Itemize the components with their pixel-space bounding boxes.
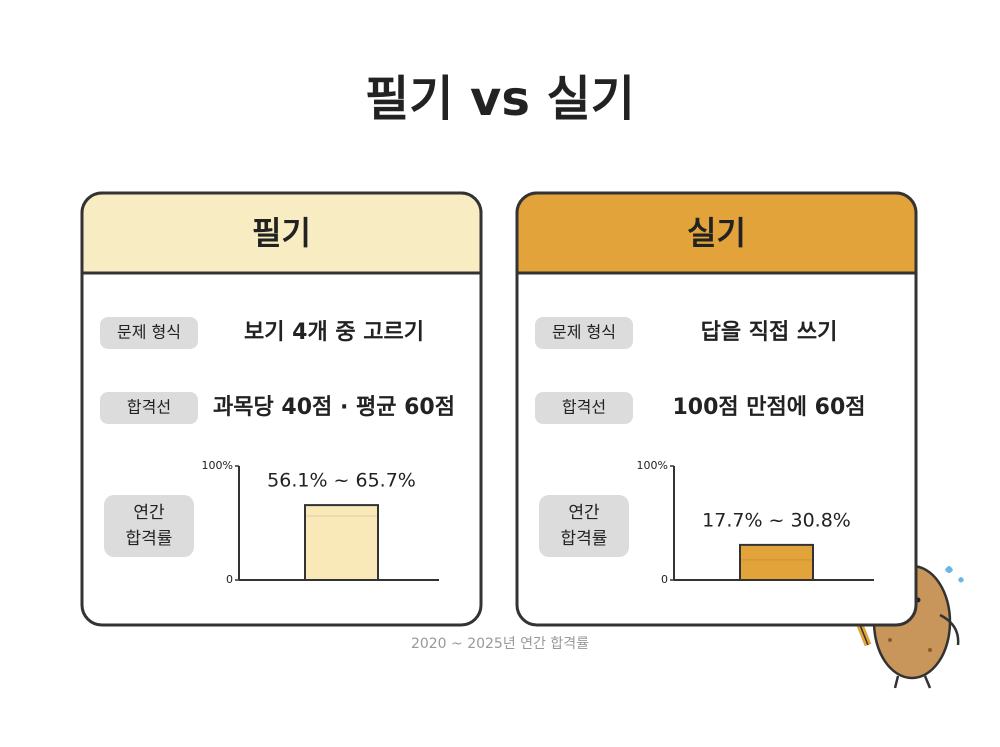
rate-label: 연간	[133, 503, 165, 523]
label-pill	[539, 495, 629, 557]
y-tick-label: 100%	[637, 459, 668, 472]
row-value: 보기 4개 중 고르기	[244, 320, 424, 345]
range-label: 17.7% ~ 30.8%	[702, 509, 851, 531]
bar	[304, 504, 379, 581]
page-title: 필기 vs 실기	[365, 71, 635, 127]
footnote: 2020 ~ 2025년 연간 합격률	[411, 636, 589, 652]
label-pill	[104, 495, 194, 557]
rate-label: 연간	[568, 503, 600, 523]
row-label: 합격선	[562, 398, 606, 417]
row-label: 문제 형식	[117, 323, 181, 342]
label-pill	[535, 392, 633, 424]
label-pill	[100, 392, 198, 424]
row-value: 100점 만점에 60점	[672, 395, 865, 420]
card-header-bg	[80, 191, 483, 275]
label-pill	[535, 317, 633, 349]
y-tick-label: 0	[661, 573, 668, 586]
card-header: 실기	[687, 214, 746, 252]
row-value: 답을 직접 쓰기	[701, 320, 838, 345]
card-header-bg	[515, 191, 918, 275]
y-tick-label: 100%	[202, 459, 233, 472]
range-label: 56.1% ~ 65.7%	[267, 470, 416, 492]
y-tick-label: 0	[226, 573, 233, 586]
bar	[739, 543, 814, 581]
row-label: 합격선	[127, 398, 171, 417]
row-label: 문제 형식	[552, 323, 616, 342]
row-value: 과목당 40점 · 평균 60점	[213, 395, 455, 420]
label-pill	[100, 317, 198, 349]
rate-label: 합격률	[126, 529, 173, 549]
rate-label: 합격률	[561, 529, 608, 549]
card-header: 필기	[252, 214, 311, 252]
